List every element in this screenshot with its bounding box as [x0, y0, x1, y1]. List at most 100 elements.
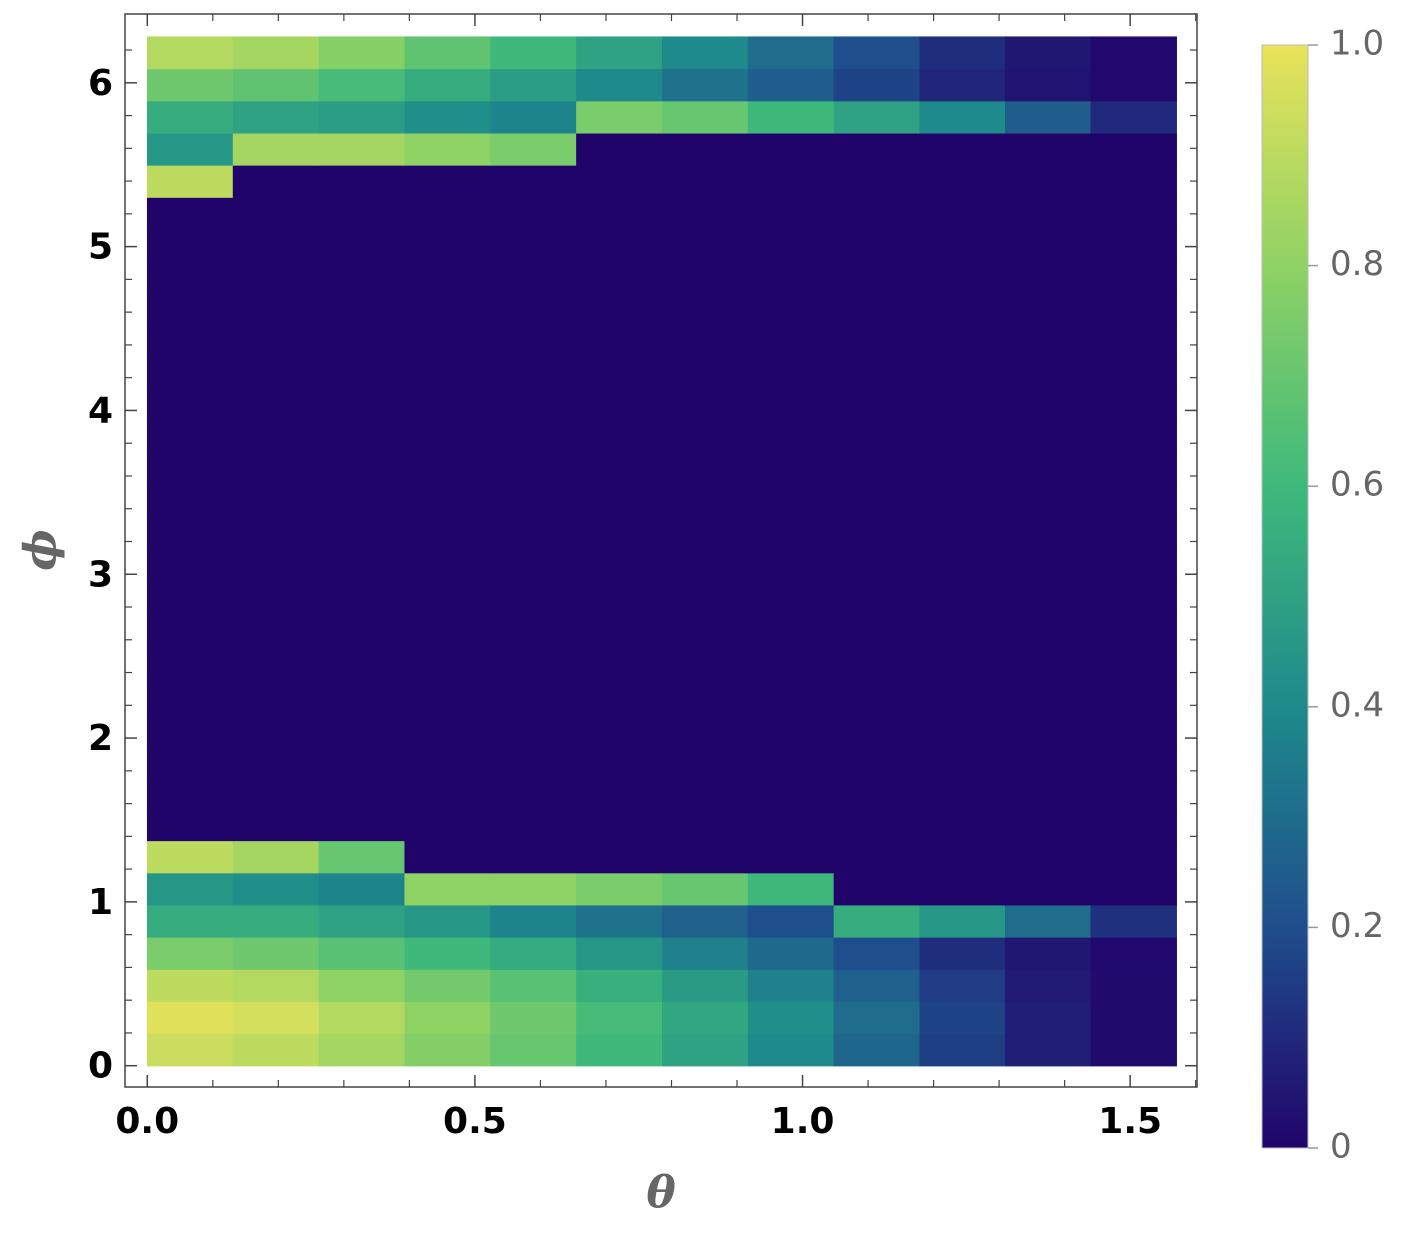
cell: [404, 68, 491, 102]
cell: [833, 872, 921, 906]
cell: [318, 840, 406, 874]
cell: [146, 68, 234, 102]
cell: [146, 325, 234, 359]
cell: [576, 1001, 663, 1035]
cell: [318, 808, 406, 842]
cell: [576, 969, 663, 1002]
cell: [747, 293, 835, 327]
cell: [1090, 197, 1177, 231]
cell: [576, 486, 663, 520]
cell: [661, 197, 749, 231]
colorbar-tick-label: 0.6: [1330, 465, 1384, 505]
cell: [146, 647, 234, 681]
cell: [919, 872, 1006, 906]
cell: [404, 840, 491, 874]
cell: [661, 132, 749, 166]
cell: [576, 422, 663, 456]
cell: [833, 615, 921, 649]
cell: [490, 197, 577, 231]
cell: [404, 165, 491, 198]
cell: [318, 100, 406, 134]
cell: [833, 132, 921, 166]
cell: [747, 1033, 835, 1067]
cell: [404, 518, 491, 552]
cell: [232, 937, 320, 970]
y-tick-label: 3: [88, 554, 113, 595]
cell: [919, 969, 1006, 1002]
cell: [490, 325, 577, 359]
cell: [318, 583, 406, 616]
cell: [576, 551, 663, 584]
cell: [833, 261, 921, 295]
cell: [576, 68, 663, 102]
cell: [146, 1001, 234, 1035]
cell: [747, 551, 835, 584]
cell: [833, 454, 921, 488]
cell: [919, 293, 1006, 327]
cell: [490, 486, 577, 520]
cell: [576, 358, 663, 391]
cell: [747, 390, 835, 423]
cell: [747, 518, 835, 552]
cell: [404, 454, 491, 488]
cell: [747, 711, 835, 745]
cell: [833, 1033, 921, 1067]
cell: [318, 615, 406, 649]
cell: [747, 615, 835, 649]
cell: [1090, 711, 1177, 745]
y-tick-label: 1: [88, 882, 113, 923]
cell: [747, 969, 835, 1002]
cell: [318, 390, 406, 423]
cell: [146, 197, 234, 231]
cell: [833, 1001, 921, 1035]
cell: [576, 390, 663, 423]
cell: [404, 486, 491, 520]
cell: [576, 647, 663, 681]
cell: [232, 132, 320, 166]
cell: [576, 776, 663, 809]
cell: [232, 904, 320, 938]
cell: [232, 840, 320, 874]
y-tick-label: 5: [88, 227, 113, 268]
cell: [1005, 100, 1092, 134]
cell: [490, 583, 577, 616]
cell: [1090, 390, 1177, 423]
cell: [576, 615, 663, 649]
cell: [833, 647, 921, 681]
cell: [318, 969, 406, 1002]
cell: [1090, 679, 1177, 713]
cell: [747, 583, 835, 616]
cell: [576, 904, 663, 938]
cell: [661, 904, 749, 938]
cell: [833, 808, 921, 842]
cell: [1005, 711, 1092, 745]
cell: [232, 165, 320, 198]
cell: [919, 583, 1006, 616]
cell: [833, 36, 921, 70]
cell: [747, 36, 835, 70]
cell: [146, 583, 234, 616]
cell: [318, 776, 406, 809]
cell: [1005, 679, 1092, 713]
cell: [1090, 229, 1177, 263]
cell: [146, 1033, 234, 1067]
cell: [1090, 647, 1177, 681]
cell: [404, 132, 491, 166]
cell: [146, 776, 234, 809]
colorbar-tick-label: 0.4: [1330, 685, 1384, 725]
cell: [490, 1001, 577, 1035]
cell: [1090, 904, 1177, 938]
cell: [919, 261, 1006, 295]
cell: [1090, 486, 1177, 520]
cell: [661, 68, 749, 102]
cell: [1005, 808, 1092, 842]
cell: [919, 679, 1006, 713]
cell: [576, 165, 663, 198]
cell: [661, 872, 749, 906]
cell: [490, 100, 577, 134]
cell: [1005, 293, 1092, 327]
cell: [1005, 36, 1092, 70]
cell: [661, 969, 749, 1002]
cell: [318, 551, 406, 584]
cell: [232, 615, 320, 649]
